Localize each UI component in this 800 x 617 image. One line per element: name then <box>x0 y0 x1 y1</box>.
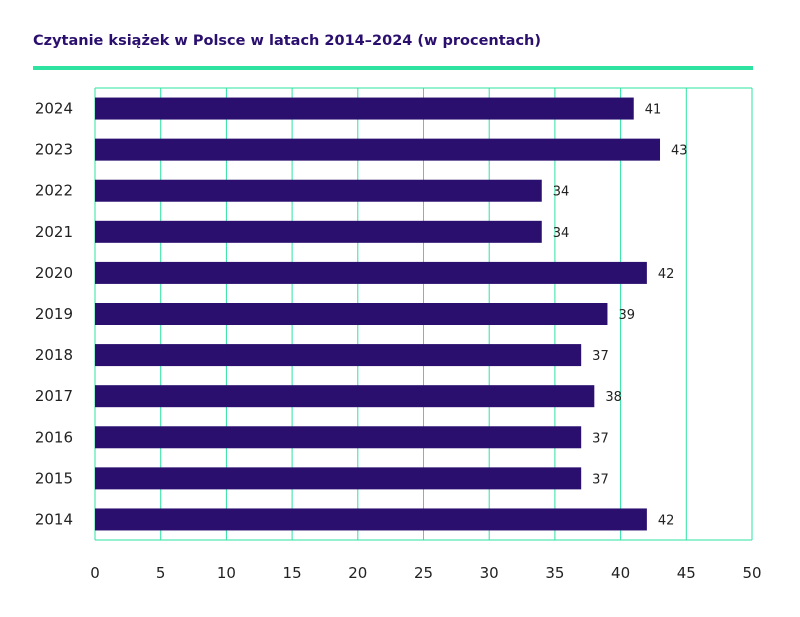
category-label-2021: 2021 <box>35 223 73 241</box>
value-label-2024: 41 <box>645 103 662 118</box>
bars <box>95 97 661 531</box>
x-axis-ticks: 0 5 10 15 20 25 30 35 40 45 50 <box>90 564 761 582</box>
title-underline <box>33 66 753 70</box>
bar-2021 <box>95 220 542 243</box>
value-label-2019: 39 <box>618 308 635 323</box>
value-label-2023: 43 <box>671 144 688 159</box>
x-tick-label-45: 45 <box>677 564 696 582</box>
category-label-2014: 2014 <box>35 510 73 528</box>
value-label-2015: 37 <box>592 472 609 487</box>
x-tick-label-30: 30 <box>480 564 499 582</box>
bar-2014 <box>95 508 647 531</box>
bar-2016 <box>95 426 582 449</box>
category-label-2023: 2023 <box>35 141 73 159</box>
value-labels: 41 43 34 34 42 39 37 38 37 37 42 <box>553 103 688 529</box>
bar-2022 <box>95 179 542 202</box>
value-label-2014: 42 <box>658 513 675 528</box>
category-label-2017: 2017 <box>35 387 73 405</box>
value-label-2022: 34 <box>553 185 570 200</box>
bar-2020 <box>95 261 647 284</box>
x-tick-label-50: 50 <box>742 564 761 582</box>
category-label-2020: 2020 <box>35 264 73 282</box>
category-label-2018: 2018 <box>35 346 73 364</box>
category-label-2016: 2016 <box>35 428 73 446</box>
category-label-2024: 2024 <box>35 100 73 118</box>
chart-title: Czytanie książek w Polsce w latach 2014–… <box>33 33 541 49</box>
x-tick-label-35: 35 <box>545 564 564 582</box>
x-tick-label-40: 40 <box>611 564 630 582</box>
x-tick-label-5: 5 <box>156 564 166 582</box>
value-label-2017: 38 <box>605 390 622 405</box>
value-label-2021: 34 <box>553 226 570 241</box>
category-label-2015: 2015 <box>35 469 73 487</box>
x-tick-label-25: 25 <box>414 564 433 582</box>
category-label-2022: 2022 <box>35 182 73 200</box>
x-tick-label-20: 20 <box>348 564 367 582</box>
bar-2023 <box>95 138 661 161</box>
bar-2017 <box>95 385 595 408</box>
category-labels: 2024 2023 2022 2021 2020 2019 2018 2017 2016 2015… <box>35 100 73 529</box>
bar-2015 <box>95 467 582 490</box>
x-tick-label-15: 15 <box>283 564 302 582</box>
value-label-2020: 42 <box>658 267 675 282</box>
category-label-2019: 2019 <box>35 305 73 323</box>
bar-2018 <box>95 344 582 367</box>
value-label-2018: 37 <box>592 349 609 364</box>
bar-2024 <box>95 97 634 120</box>
x-tick-label-0: 0 <box>90 564 100 582</box>
value-label-2016: 37 <box>592 431 609 446</box>
x-tick-label-10: 10 <box>217 564 236 582</box>
bar-2019 <box>95 303 608 325</box>
